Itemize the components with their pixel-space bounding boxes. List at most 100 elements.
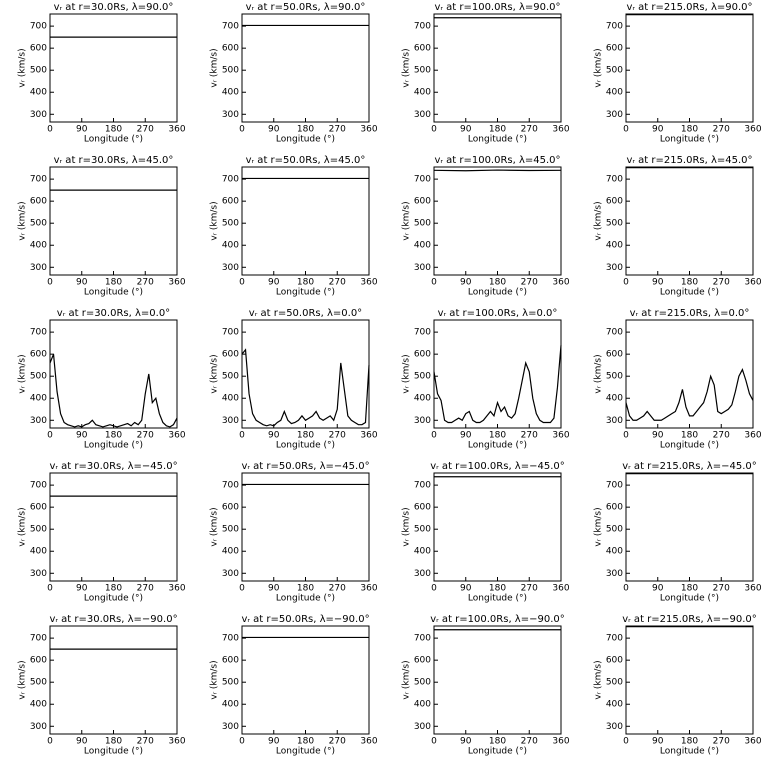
y-tick-label: 600 (30, 44, 47, 54)
y-tick-label: 700 (30, 328, 47, 338)
x-tick-label: 270 (137, 278, 154, 288)
x-axis-label: Longitude (°) (84, 441, 143, 451)
y-tick-label: 300 (222, 569, 239, 579)
y-axis-label: vᵣ (km/s) (594, 201, 604, 240)
x-tick-label: 270 (713, 125, 730, 135)
x-tick-label: 270 (521, 278, 538, 288)
x-tick-label: 360 (168, 737, 185, 747)
y-tick-label: 500 (414, 66, 431, 76)
x-tick-label: 360 (552, 278, 569, 288)
y-tick-label: 600 (606, 44, 623, 54)
y-tick-label: 600 (414, 656, 431, 666)
x-tick-label: 0 (623, 737, 629, 747)
y-tick-label: 600 (414, 197, 431, 207)
y-tick-label: 400 (222, 700, 239, 710)
chart-title: vᵣ at r=215.0Rs, λ=−45.0° (622, 461, 757, 472)
y-tick-label: 400 (30, 88, 47, 98)
y-tick-label: 300 (30, 416, 47, 426)
y-axis-label: vᵣ (km/s) (594, 48, 604, 87)
x-axis-label: Longitude (°) (276, 135, 335, 145)
y-tick-label: 700 (414, 634, 431, 644)
y-tick-label: 500 (606, 66, 623, 76)
x-tick-label: 0 (47, 584, 53, 594)
x-tick-label: 360 (744, 737, 761, 747)
x-tick-label: 90 (76, 125, 88, 135)
plot-frame (625, 625, 754, 735)
plot-frame (625, 166, 754, 276)
x-tick-label: 180 (297, 125, 314, 135)
y-axis-label: vᵣ (km/s) (210, 48, 220, 87)
y-tick-label: 500 (414, 219, 431, 229)
x-tick-label: 270 (137, 125, 154, 135)
y-tick-label: 500 (606, 678, 623, 688)
plot-frame (241, 625, 370, 735)
x-tick-label: 180 (489, 431, 506, 441)
x-tick-label: 90 (652, 125, 664, 135)
x-tick-label: 360 (168, 431, 185, 441)
chart-title: vᵣ at r=215.0Rs, λ=0.0° (630, 308, 750, 319)
y-tick-label: 700 (606, 22, 623, 32)
x-tick-label: 270 (521, 737, 538, 747)
x-tick-label: 90 (652, 278, 664, 288)
chart-title: vᵣ at r=100.0Rs, λ=−90.0° (430, 614, 565, 625)
y-tick-label: 700 (222, 634, 239, 644)
x-axis-label: Longitude (°) (660, 441, 719, 451)
plot-frame (433, 472, 562, 582)
x-tick-label: 90 (460, 125, 472, 135)
y-tick-label: 300 (414, 416, 431, 426)
y-tick-label: 600 (222, 656, 239, 666)
x-tick-label: 180 (297, 584, 314, 594)
y-tick-label: 500 (30, 219, 47, 229)
plot-frame (433, 166, 562, 276)
x-tick-label: 90 (76, 431, 88, 441)
y-tick-label: 500 (222, 525, 239, 535)
y-axis-label: vᵣ (km/s) (402, 48, 412, 87)
x-tick-label: 90 (76, 584, 88, 594)
x-tick-label: 90 (460, 278, 472, 288)
y-tick-label: 300 (30, 569, 47, 579)
x-tick-label: 0 (431, 737, 437, 747)
plot-frame (49, 625, 178, 735)
x-tick-label: 270 (137, 584, 154, 594)
y-tick-label: 700 (606, 634, 623, 644)
x-tick-label: 90 (652, 737, 664, 747)
x-tick-label: 90 (268, 125, 280, 135)
y-tick-label: 500 (606, 219, 623, 229)
y-tick-label: 600 (606, 197, 623, 207)
x-axis-label: Longitude (°) (468, 288, 527, 298)
x-tick-label: 270 (329, 584, 346, 594)
x-tick-label: 180 (489, 584, 506, 594)
x-tick-label: 360 (360, 278, 377, 288)
x-tick-label: 180 (297, 737, 314, 747)
x-tick-label: 180 (489, 278, 506, 288)
y-tick-label: 500 (606, 525, 623, 535)
plot-frame (49, 166, 178, 276)
y-tick-label: 500 (222, 219, 239, 229)
y-axis-label: vᵣ (km/s) (18, 201, 28, 240)
y-tick-label: 500 (222, 66, 239, 76)
y-tick-label: 700 (606, 328, 623, 338)
y-tick-label: 300 (222, 722, 239, 732)
plot-frame (49, 13, 178, 123)
y-axis-label: vᵣ (km/s) (210, 201, 220, 240)
x-tick-label: 180 (681, 125, 698, 135)
x-tick-label: 90 (268, 737, 280, 747)
chart-title: vᵣ at r=215.0Rs, λ=90.0° (626, 2, 752, 13)
y-tick-label: 400 (222, 547, 239, 557)
y-tick-label: 400 (222, 88, 239, 98)
x-axis-label: Longitude (°) (276, 441, 335, 451)
chart-title: vᵣ at r=50.0Rs, λ=90.0° (246, 2, 366, 13)
x-tick-label: 360 (168, 584, 185, 594)
y-tick-label: 400 (414, 700, 431, 710)
y-tick-label: 400 (606, 700, 623, 710)
y-tick-label: 600 (30, 197, 47, 207)
y-tick-label: 600 (222, 197, 239, 207)
plot-frame (49, 472, 178, 582)
plot-frame (625, 472, 754, 582)
x-tick-label: 0 (47, 278, 53, 288)
x-tick-label: 180 (297, 278, 314, 288)
y-tick-label: 400 (30, 241, 47, 251)
y-axis-label: vᵣ (km/s) (402, 660, 412, 699)
x-tick-label: 90 (76, 737, 88, 747)
x-axis-label: Longitude (°) (660, 594, 719, 604)
